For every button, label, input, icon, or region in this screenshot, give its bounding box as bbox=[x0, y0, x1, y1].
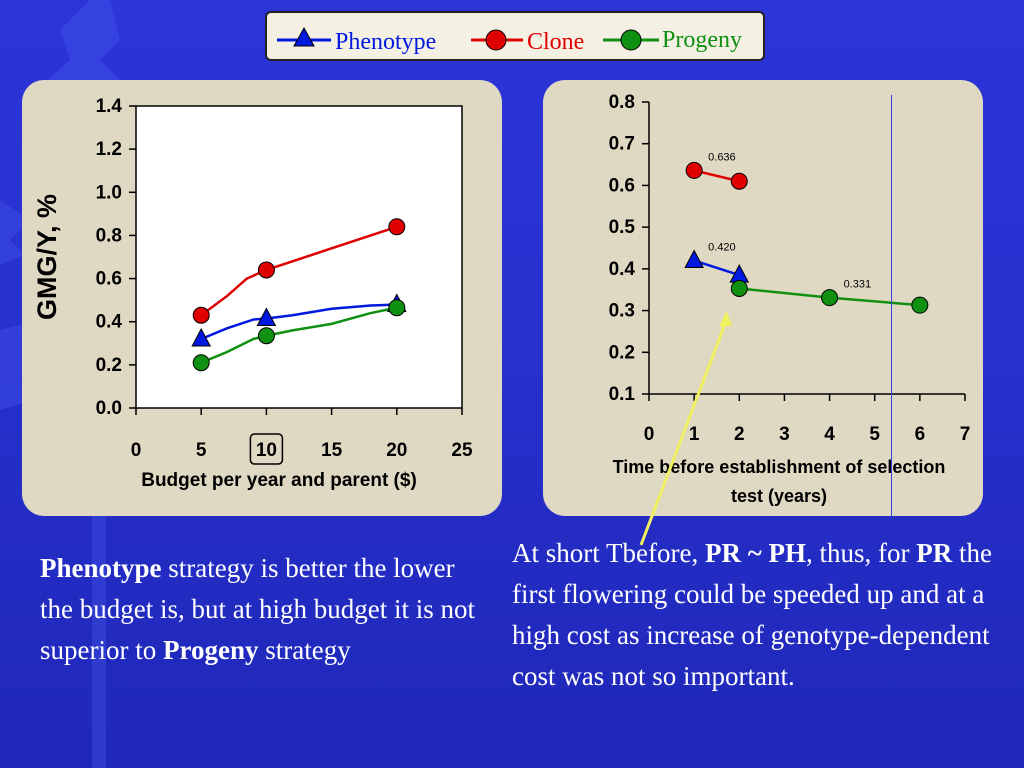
legend-item-clone: Clone bbox=[471, 29, 584, 55]
point-progeny-2 bbox=[730, 279, 748, 297]
y-tick-label-0-8: 0.8 bbox=[96, 225, 122, 246]
x-tick-label-10: 10 bbox=[256, 440, 277, 461]
slide-divider-line bbox=[891, 95, 892, 518]
budget-chart: 0.0 0.2 0.4 0.6 0.8 1.0 1.2 1.4 0 5 10 15 20 25 GMG/Y,… bbox=[32, 96, 473, 491]
y-tick-label-0-4: 0.4 bbox=[609, 259, 636, 280]
x-tick-label-25: 25 bbox=[451, 440, 473, 461]
point-progeny-20 bbox=[388, 299, 406, 317]
y-tick-label-0-2: 0.2 bbox=[609, 342, 635, 363]
point-clone-1 bbox=[685, 161, 703, 179]
y-tick-label-0-4: 0.4 bbox=[96, 312, 123, 333]
point-progeny-5 bbox=[192, 354, 210, 372]
point-clone-20 bbox=[388, 218, 406, 236]
caption-left-text2: strategy bbox=[258, 635, 351, 665]
caption-left-strong-progeny: Progeny bbox=[162, 635, 259, 665]
x-tick-label-0: 0 bbox=[644, 424, 655, 445]
caption-right-text3: the first flowering could be speeded up … bbox=[512, 538, 992, 691]
legend-svg: Phenotype Clone Progeny bbox=[277, 26, 742, 55]
budget-chart-panel: 0.0 0.2 0.4 0.6 0.8 1.0 1.2 1.4 0 5 10 15 20 25 GMG/Y,… bbox=[22, 80, 502, 516]
caption-left-text1: strategy is better the lower the budget … bbox=[40, 553, 475, 665]
x-tick-label-20: 20 bbox=[386, 440, 407, 461]
y-tick-label-0-8: 0.8 bbox=[609, 92, 635, 113]
y-axis-label: GMG/Y, % bbox=[32, 194, 62, 320]
x-tick-label-5: 5 bbox=[196, 440, 207, 461]
point-clone-5 bbox=[192, 306, 210, 324]
x-axis-label: Budget per year and parent ($) bbox=[141, 470, 417, 491]
point-clone-2 bbox=[730, 172, 748, 190]
point-progeny-4 bbox=[821, 289, 839, 307]
triangle-marker-icon bbox=[293, 26, 315, 47]
x-axis-label-line-2: test (years) bbox=[731, 486, 827, 506]
point-phenotype-1 bbox=[684, 249, 704, 269]
x-tick-label-2: 2 bbox=[734, 424, 745, 445]
x-tick-label-6: 6 bbox=[915, 424, 926, 445]
y-tick-label-0-7: 0.7 bbox=[609, 134, 635, 155]
plot-area bbox=[649, 102, 965, 394]
data-label-0-636: 0.636 bbox=[708, 151, 736, 163]
data-label-0-331: 0.331 bbox=[844, 279, 872, 291]
caption-right-strong-pr-ph: PR ~ PH bbox=[704, 538, 806, 568]
legend-label-progeny: Progeny bbox=[662, 27, 742, 53]
data-label-0-420: 0.420 bbox=[708, 242, 736, 254]
series-line-phenotype bbox=[200, 303, 397, 341]
series-line-progeny bbox=[200, 306, 398, 364]
caption-right-strong-pr: PR bbox=[916, 538, 953, 568]
x-tick-label-0: 0 bbox=[131, 440, 142, 461]
caption-right-text1: At short Tbefore, bbox=[512, 538, 705, 568]
caption-left: Phenotype strategy is better the lower t… bbox=[40, 548, 480, 671]
y-tick-label-0-5: 0.5 bbox=[609, 217, 636, 238]
x-tick-label-7: 7 bbox=[960, 424, 971, 445]
legend-item-phenotype: Phenotype bbox=[277, 26, 436, 55]
circle-marker-icon bbox=[620, 29, 642, 51]
time-chart: 0.1 0.2 0.3 0.4 0.5 0.6 0.7 0.8 0 1 2 3 4 5 6 7 0.636 0.4… bbox=[609, 92, 971, 506]
point-phenotype-5 bbox=[191, 327, 212, 347]
x-tick-label-5: 5 bbox=[869, 424, 880, 445]
point-clone-10 bbox=[257, 261, 275, 279]
plot-area bbox=[135, 105, 463, 409]
series-line-phenotype bbox=[693, 259, 740, 277]
y-tick-label-0-2: 0.2 bbox=[96, 355, 122, 376]
y-tick-label-1-2: 1.2 bbox=[96, 139, 122, 160]
legend-label-phenotype: Phenotype bbox=[335, 29, 436, 55]
caption-right-text2: , thus, for bbox=[806, 538, 917, 568]
time-chart-panel: 0.1 0.2 0.3 0.4 0.5 0.6 0.7 0.8 0 1 2 3 4 5 6 7 0.636 0.4… bbox=[543, 80, 983, 516]
y-tick-label-0-6: 0.6 bbox=[96, 269, 122, 290]
x-tick-label-1: 1 bbox=[689, 424, 700, 445]
x-tick-label-4: 4 bbox=[824, 424, 835, 445]
y-tick-label-0-0: 0.0 bbox=[96, 398, 122, 419]
circle-marker-icon bbox=[485, 29, 507, 51]
point-progeny-10 bbox=[257, 327, 275, 345]
y-tick-label-0-3: 0.3 bbox=[609, 301, 635, 322]
y-tick-label-0-6: 0.6 bbox=[609, 175, 635, 196]
caption-right: At short Tbefore, PR ~ PH, thus, for PR … bbox=[512, 533, 1017, 697]
chart-legend: Phenotype Clone Progeny bbox=[265, 11, 765, 61]
y-tick-label-1-4: 1.4 bbox=[96, 96, 123, 117]
caption-left-strong-phenotype: Phenotype bbox=[40, 553, 162, 583]
x-tick-label-3: 3 bbox=[779, 424, 790, 445]
y-tick-label-1-0: 1.0 bbox=[96, 182, 122, 203]
legend-item-progeny: Progeny bbox=[603, 27, 742, 53]
x-axis-label-line-1: Time before establishment of selection bbox=[613, 457, 946, 477]
x-tick-label-15: 15 bbox=[321, 440, 343, 461]
point-phenotype-10 bbox=[256, 307, 277, 326]
series-line-clone bbox=[200, 225, 398, 317]
y-tick-label-0-1: 0.1 bbox=[609, 384, 636, 405]
x-tick-highlight-box bbox=[249, 433, 284, 465]
legend-label-clone: Clone bbox=[527, 29, 584, 55]
point-progeny-6 bbox=[911, 296, 929, 314]
